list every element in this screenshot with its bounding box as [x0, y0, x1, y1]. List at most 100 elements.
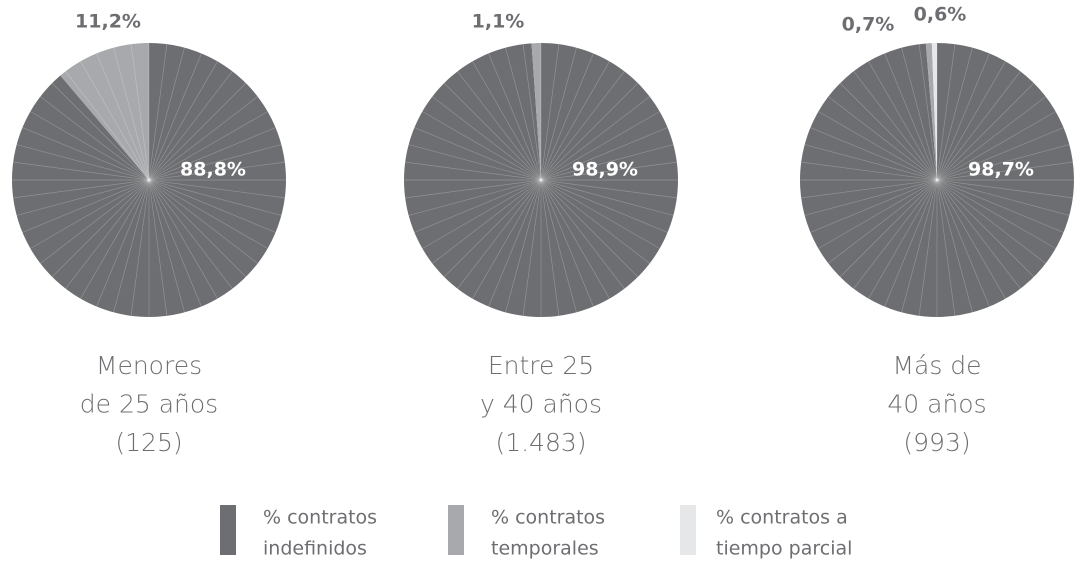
decor-line: [422, 179, 542, 249]
decor-line: [936, 179, 956, 316]
decor-line: [936, 47, 973, 181]
decor-line: [16, 144, 150, 181]
decor-line: [148, 179, 202, 307]
decor-line: [80, 179, 150, 299]
decor-line: [540, 127, 668, 181]
decor-line: [148, 127, 276, 181]
decor-line: [113, 47, 150, 181]
decor-line: [148, 82, 247, 181]
decor-line: [901, 47, 938, 181]
decor-line: [408, 144, 542, 181]
decor-line: [148, 47, 185, 181]
value-label: 0,6%: [914, 4, 967, 26]
decor-line: [488, 53, 542, 181]
decor-line: [540, 53, 594, 181]
decor-line: [936, 127, 1064, 181]
pie-caption: Más de: [892, 351, 981, 380]
decor-line: [30, 111, 150, 181]
pie-caption: (993): [903, 428, 970, 457]
decor-line: [457, 179, 542, 289]
decor-line: [540, 111, 660, 181]
decor-line: [65, 71, 150, 181]
decor-line: [472, 179, 542, 299]
decor-line: [828, 96, 938, 181]
decor-line: [130, 44, 150, 181]
decor-line: [540, 179, 650, 264]
decor-line: [148, 111, 268, 181]
pie-caption: de 25 años: [80, 390, 218, 419]
decor-line: [96, 179, 150, 307]
decor-line: [936, 179, 1035, 278]
decor-line: [810, 179, 938, 233]
value-label: 1,1%: [472, 11, 525, 33]
decor-line: [540, 179, 594, 307]
pie-slice: [403, 43, 678, 317]
legend-label: % contratos: [263, 507, 377, 529]
legend-swatch: [448, 505, 464, 555]
decor-line: [936, 179, 990, 307]
decor-line: [22, 127, 150, 181]
decor-line: [868, 179, 938, 299]
decor-line: [540, 161, 677, 181]
decor-line: [804, 179, 938, 216]
decor-line: [148, 179, 282, 216]
decor-line: [13, 179, 150, 199]
decor-line: [540, 179, 674, 216]
pie-caption: (1.483): [495, 428, 586, 457]
decor-line: [828, 179, 938, 264]
legend-label: indefinidos: [263, 538, 367, 560]
decor-line: [432, 96, 542, 181]
decor-line: [936, 179, 1064, 233]
legend-label: tiempo parcial: [716, 538, 852, 560]
decor-line: [540, 179, 610, 299]
decor-line: [540, 71, 625, 181]
decor-line: [804, 144, 938, 181]
decor-line: [540, 61, 610, 181]
decor-line: [801, 161, 938, 181]
decor-line: [13, 161, 150, 181]
decor-line: [148, 179, 185, 313]
decor-line: [936, 44, 956, 181]
decor-line: [818, 179, 938, 249]
decor-line: [16, 179, 150, 216]
decor-line: [51, 82, 150, 181]
decor-line: [148, 179, 276, 233]
value-label: 88,8%: [180, 159, 246, 181]
decor-line: [936, 179, 1021, 289]
decor-line: [936, 82, 1035, 181]
decor-line: [540, 82, 639, 181]
decor-line: [443, 82, 542, 181]
decor-line: [884, 53, 938, 181]
decor-line: [936, 179, 1046, 264]
decor-line: [148, 179, 233, 289]
decor-line: [936, 144, 1070, 181]
value-label: 98,9%: [572, 159, 638, 181]
decor-line: [810, 127, 938, 181]
decor-line: [936, 53, 990, 181]
pie-slice: [531, 43, 541, 180]
decor-line: [148, 96, 258, 181]
legend-label: temporales: [491, 538, 599, 560]
decor-line: [65, 179, 150, 289]
decor-line: [148, 144, 282, 181]
decor-line: [540, 179, 660, 249]
decor-line: [936, 179, 1056, 249]
decor-line: [30, 179, 150, 249]
decor-line: [936, 96, 1046, 181]
decor-line: [22, 179, 150, 233]
decor-line: [51, 179, 150, 278]
decor-line: [405, 161, 542, 181]
decor-line: [148, 179, 247, 278]
pie-caption: Entre 25: [488, 351, 594, 380]
decor-line: [443, 179, 542, 278]
decor-line: [40, 179, 150, 264]
decor-line: [148, 179, 168, 316]
decor-line: [96, 53, 150, 181]
decor-line: [901, 179, 938, 313]
decor-line: [148, 179, 268, 249]
decor-line: [148, 161, 285, 181]
legend-label: % contratos: [491, 507, 605, 529]
decor-line: [936, 161, 1073, 181]
value-label: 98,7%: [968, 159, 1034, 181]
